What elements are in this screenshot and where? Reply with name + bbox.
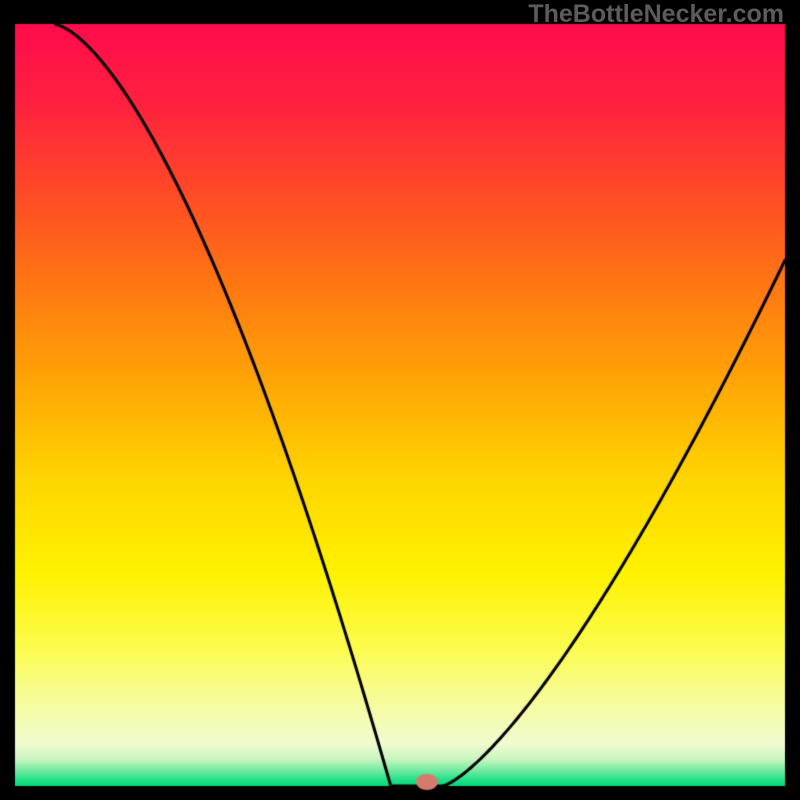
- chart-root: TheBottleNecker.com: [0, 0, 800, 800]
- watermark-text: TheBottleNecker.com: [528, 0, 784, 29]
- bottleneck-chart-canvas: [0, 0, 800, 800]
